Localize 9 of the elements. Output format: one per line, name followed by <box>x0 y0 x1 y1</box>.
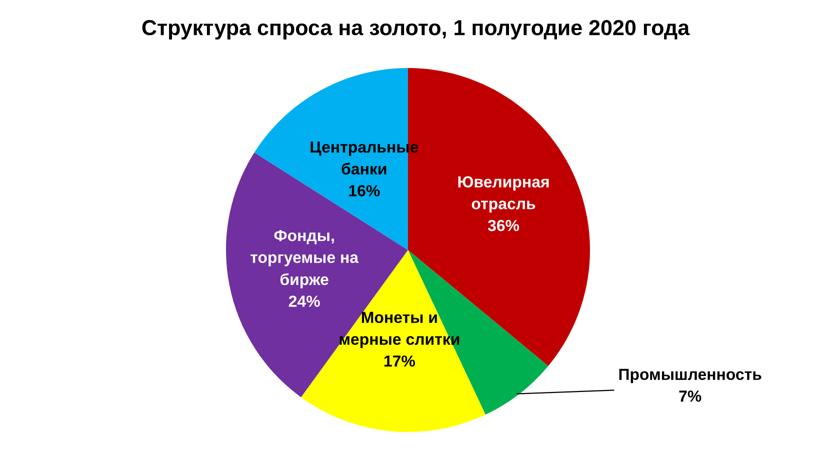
data-label: 36% <box>488 220 520 232</box>
data-label: 16% <box>349 185 380 196</box>
data-label: 7% <box>679 390 702 402</box>
slice-label: Промышленность <box>619 368 762 384</box>
data-label: 17% <box>384 355 415 367</box>
chart-title: Структура спроса на золото, 1 полугодие 2020 года <box>142 20 690 40</box>
slice-label: Фонды, торгуемые на бирже <box>250 230 359 288</box>
slice-label: Ювелирная отрасль <box>458 176 549 212</box>
data-label: 24% <box>288 296 320 307</box>
